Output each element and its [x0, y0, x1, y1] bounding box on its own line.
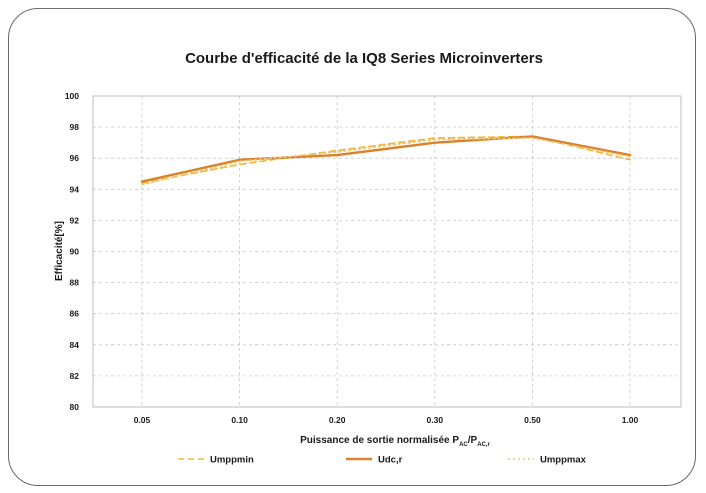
y-tick-label: 82 [70, 371, 80, 381]
x-tick-labels: 0.05 0.10 0.20 0.30 0.50 1.00 [134, 415, 639, 425]
y-tick-label: 96 [70, 153, 80, 163]
legend-label-1: Udc,r [378, 455, 403, 466]
series-line-1 [140, 135, 632, 183]
legend-label-0: Umppmin [210, 455, 254, 466]
y-tick-label: 92 [70, 215, 80, 225]
y-tick-label: 80 [70, 402, 80, 412]
series-line-2 [141, 137, 631, 186]
series-line-0 [141, 135, 631, 184]
x-axis-label: Puissance de sortie normalisée PAC/PAC,r [300, 435, 490, 448]
y-tick-label: 84 [70, 340, 80, 350]
legend: Umppmin Udc,r Umppmax [178, 455, 587, 466]
x-tick-label: 0.20 [329, 415, 346, 425]
y-tick-label: 100 [65, 91, 79, 101]
y-tick-label: 88 [70, 278, 80, 288]
x-tick-label: 0.05 [134, 415, 151, 425]
y-tick-label: 86 [70, 309, 80, 319]
x-tick-label: 0.30 [427, 415, 444, 425]
legend-label-2: Umppmax [540, 455, 587, 466]
series-lines [140, 135, 632, 186]
x-tick-label: 1.00 [622, 415, 639, 425]
chart-title: Courbe d'efficacité de la IQ8 Series Mic… [185, 50, 543, 67]
x-axis-label-sub1: AC [459, 442, 468, 448]
x-axis-label-main: Puissance de sortie normalisée P [300, 435, 459, 446]
y-tick-labels: 100 98 96 94 92 90 88 86 84 82 80 [65, 91, 79, 412]
x-axis-label-mid: /P [468, 435, 478, 446]
x-axis-label-sub2: AC,r [477, 442, 490, 448]
y-tick-label: 98 [70, 122, 80, 132]
x-tick-label: 0.10 [231, 415, 248, 425]
chart-frame [8, 8, 696, 486]
y-tick-label: 94 [70, 184, 80, 194]
x-tick-label: 0.50 [524, 415, 541, 425]
y-tick-label: 90 [70, 247, 80, 257]
grid [93, 96, 681, 407]
y-axis-label: Efficacité[%] [54, 221, 65, 281]
